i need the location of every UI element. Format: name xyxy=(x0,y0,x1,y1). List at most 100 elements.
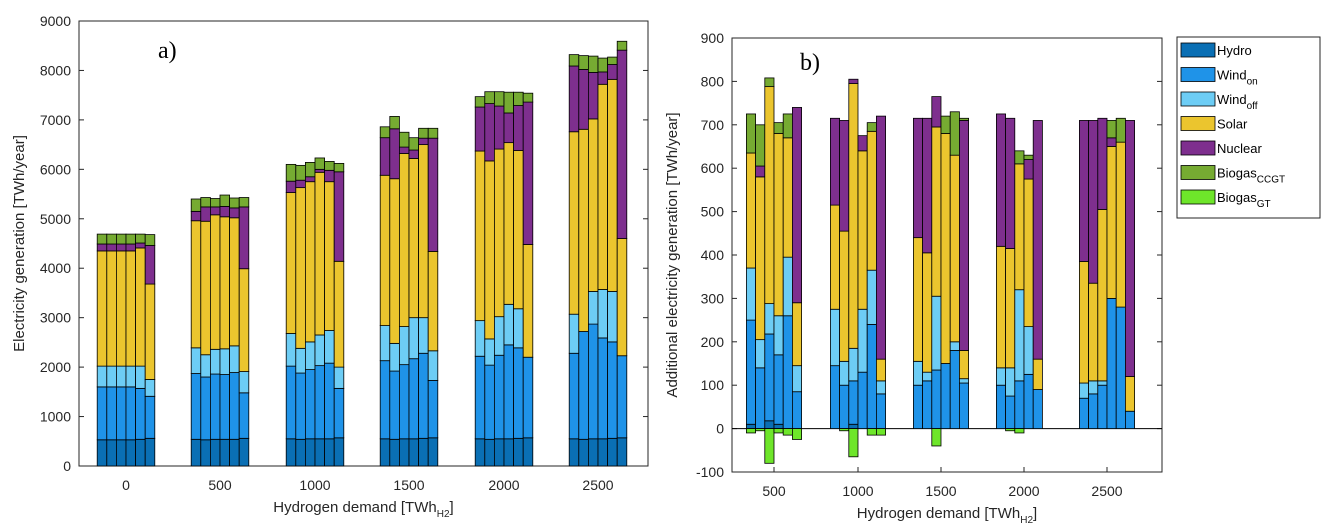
bar-segment-nuclear xyxy=(324,169,335,183)
x-axis-label: Hydrogen demand [TWhH2] xyxy=(273,499,453,520)
bar-segment-wind-off xyxy=(493,316,505,356)
bar-segment-biogas-ccgt xyxy=(484,91,495,104)
bar-segment-wind-off xyxy=(876,380,887,395)
bar-segment-nuclear xyxy=(830,117,841,206)
bar-segment-nuclear xyxy=(959,120,970,351)
y-tick-label: 0 xyxy=(63,458,71,474)
bar-segment-wind-off xyxy=(607,291,618,343)
bar-segment-solar xyxy=(616,238,628,357)
y-tick-label: 800 xyxy=(701,73,725,89)
bar-segment-hydro xyxy=(333,437,345,467)
bar-segment-hydro xyxy=(764,420,775,429)
bar-segment-wind-on xyxy=(839,384,850,430)
y-tick-label: 8000 xyxy=(40,62,71,78)
bar-segment-wind-off xyxy=(408,317,420,360)
bar-segment-nuclear xyxy=(876,115,887,360)
bar-segment-wind-on xyxy=(1014,380,1025,429)
bar-segment-nuclear xyxy=(503,112,515,144)
bar-segment-wind-off xyxy=(333,366,345,389)
bar-segment-wind-off xyxy=(848,347,859,382)
bar-segment-wind-on xyxy=(144,395,156,439)
bar-segment-wind-off xyxy=(792,365,803,393)
bar-segment-wind-off xyxy=(568,313,580,354)
bar-segment-solar xyxy=(418,144,429,319)
bar-segment-wind-on xyxy=(773,354,784,425)
bar-segment-hydro xyxy=(106,439,117,467)
bar-segment-wind-off xyxy=(135,365,146,389)
bar-segment-wind-off xyxy=(427,350,439,381)
bar-segment-wind-off xyxy=(1005,367,1016,397)
bar-segment-wind-on xyxy=(913,384,924,430)
bar-segment-nuclear xyxy=(996,113,1007,247)
y-tick-label: 500 xyxy=(701,204,725,220)
bar-segment-biogas-gt xyxy=(931,428,942,447)
bar-segment-wind-on xyxy=(1088,393,1099,430)
bar-segment-biogas-ccgt xyxy=(773,122,784,134)
panel-label: b) xyxy=(800,50,820,76)
legend-label: Solar xyxy=(1217,117,1248,132)
bar-segment-nuclear xyxy=(135,242,146,249)
bar-segment-biogas-ccgt xyxy=(106,233,117,245)
y-tick-label: 1000 xyxy=(40,409,71,425)
bar-segment-wind-on xyxy=(1079,397,1090,430)
bar-segment-wind-on xyxy=(503,344,515,440)
bar-segment-solar xyxy=(764,86,775,305)
bar-segment-biogas-ccgt xyxy=(125,233,137,245)
bar-segment-biogas-ccgt xyxy=(209,198,221,208)
bar-segment-wind-off xyxy=(285,333,297,367)
bar-segment-wind-on xyxy=(209,373,221,440)
y-tick-label: 400 xyxy=(701,247,725,263)
bar-segment-wind-off xyxy=(1088,380,1099,395)
bar-segment-solar xyxy=(190,220,202,349)
bar-segment-hydro xyxy=(578,438,589,467)
bar-segment-nuclear xyxy=(125,243,137,252)
bar-segment-biogas-ccgt xyxy=(568,54,580,67)
bar-segment-biogas-ccgt xyxy=(940,115,951,134)
bar-segment-solar xyxy=(333,260,345,368)
bar-segment-solar xyxy=(931,126,942,297)
bar-segment-biogas-ccgt xyxy=(588,55,599,73)
bar-segment-wind-on xyxy=(135,387,146,440)
bar-segment-solar xyxy=(493,148,505,318)
bar-segment-nuclear xyxy=(848,78,859,84)
y-tick-label: 4000 xyxy=(40,260,71,276)
bar-segment-solar xyxy=(830,204,841,310)
bar-segment-hydro xyxy=(513,437,524,467)
bar-segment-hydro xyxy=(295,438,306,467)
bar-segment-wind-on xyxy=(314,365,326,440)
bar-segment-biogas-ccgt xyxy=(949,111,960,156)
bar-segment-hydro xyxy=(418,437,429,467)
bar-segment-wind-on xyxy=(1106,297,1117,429)
bar-segment-nuclear xyxy=(144,245,156,285)
bar-segment-biogas-ccgt xyxy=(1023,154,1034,160)
bar-segment-wind-on xyxy=(830,365,841,430)
bar-segment-wind-off xyxy=(830,308,841,367)
bar-segment-wind-off xyxy=(389,342,400,372)
bar-segment-wind-on xyxy=(513,347,524,439)
bar-segment-wind-on xyxy=(333,387,345,439)
bar-segment-biogas-ccgt xyxy=(408,137,420,151)
bar-segment-biogas-ccgt xyxy=(229,197,240,209)
bar-segment-hydro xyxy=(773,423,784,430)
bar-segment-wind-off xyxy=(913,360,924,386)
bar-segment-solar xyxy=(1106,146,1117,299)
bar-segment-wind-on xyxy=(418,352,429,439)
bar-segment-nuclear xyxy=(379,137,391,176)
bar-segment-solar xyxy=(1097,209,1108,382)
bar-segment-biogas-gt xyxy=(876,428,887,436)
bar-segment-wind-on xyxy=(96,386,108,441)
bar-segment-biogas-gt xyxy=(782,428,793,436)
bar-segment-nuclear xyxy=(607,64,618,80)
bar-segment-hydro xyxy=(285,438,297,467)
bar-segment-biogas-ccgt xyxy=(238,197,250,208)
bar-segment-wind-off xyxy=(190,347,202,374)
bar-segment-wind-on xyxy=(1023,373,1034,430)
y-tick-label: 900 xyxy=(701,30,725,46)
bar-segment-biogas-gt xyxy=(1005,428,1016,432)
bar-segment-wind-on xyxy=(200,376,211,441)
bar-segment-wind-off xyxy=(1023,326,1034,375)
bar-segment-wind-on xyxy=(116,386,127,441)
bar-segment-biogas-ccgt xyxy=(427,127,439,139)
chart-a: 0 1000 2000 3000 4000 5000 6000 7000 8000 9000 0 50… xyxy=(11,13,649,520)
bar-segment-biogas-ccgt xyxy=(116,233,127,245)
